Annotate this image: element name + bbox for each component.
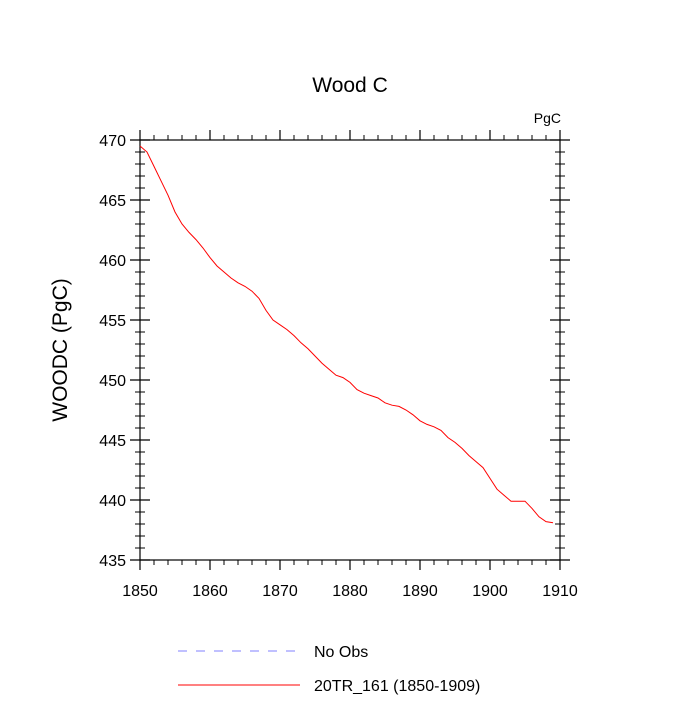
- series-line-1: [139, 145, 554, 524]
- x-tick-label: 1910: [542, 583, 578, 600]
- chart-title: Wood C: [312, 74, 387, 97]
- x-tick-label: 1850: [122, 583, 158, 600]
- y-tick-label: 460: [99, 253, 126, 270]
- x-tick-label: 1900: [472, 583, 508, 600]
- y-axis-label: WOODC (PgC): [49, 278, 72, 422]
- y-tick-label: 470: [99, 133, 126, 150]
- y-tick-label: 455: [99, 313, 126, 330]
- series-layer: [139, 145, 554, 524]
- legend: No Obs 20TR_161 (1850-1909): [178, 644, 480, 695]
- legend-label: 20TR_161 (1850-1909): [314, 678, 480, 695]
- y-tick-label: 445: [99, 433, 126, 450]
- units-label: PgC: [534, 110, 561, 126]
- y-tick-label: 440: [99, 493, 126, 510]
- legend-label: No Obs: [314, 644, 368, 661]
- x-tick-label: 1890: [402, 583, 438, 600]
- y-tick-label: 465: [99, 193, 126, 210]
- x-tick-label: 1880: [332, 583, 368, 600]
- y-tick-label: 435: [99, 553, 126, 570]
- plot-frame: [139, 139, 561, 561]
- x-tick-label: 1870: [262, 583, 298, 600]
- y-tick-label: 450: [99, 373, 126, 390]
- axis-ticks: [130, 130, 570, 570]
- x-tick-label: 1860: [192, 583, 228, 600]
- axis-tick-labels: 1850 1860 1870 1880 1890 1900 1910 435 440 445 450…: [99, 133, 578, 600]
